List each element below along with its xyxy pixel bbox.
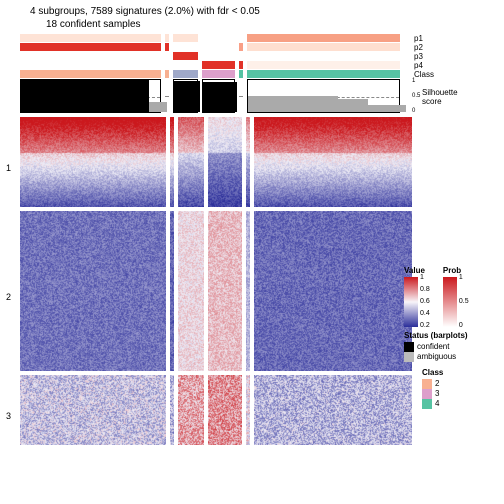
legend-tick: 0.6 [420,298,430,305]
heatmap-group-2 [20,211,400,371]
legend-status-title: Status (barplots) [404,331,500,340]
prob-row-p2 [20,43,400,51]
heatmap-group-1 [20,117,400,207]
legend-tick: 0.2 [420,322,430,329]
title: 4 subgroups, 7589 signatures (2.0%) with… [0,0,504,17]
rowgroup-label-3: 3 [6,411,11,421]
legend-item: 2 [422,379,443,389]
legend: Value10.80.60.40.2Prob10.50Status (barpl… [404,264,500,409]
legend-class-title: Class [422,368,443,377]
legend-item: 3 [422,389,443,399]
subtitle: 18 confident samples [0,17,504,34]
silhouette-label: Silhouette score [422,88,458,106]
silh-tick: 0 [412,108,415,114]
prob-row-p3 [20,52,400,60]
silh-tick: 1 [412,78,415,84]
legend-ramp: 10.80.60.40.2 [404,277,418,327]
legend-tick: 1 [459,274,463,281]
rowgroup-label-2: 2 [6,292,11,302]
heatmap-group-3 [20,375,400,445]
legend-item: confident [404,342,500,352]
legend-tick: 1 [420,274,424,281]
legend-item: ambiguous [404,352,500,362]
silhouette-row [20,79,400,113]
prob-row-p4 [20,61,400,69]
silh-tick: 0.5 [412,93,420,99]
class-label: Class [414,70,434,79]
prob-label-p3: p3 [414,52,423,61]
legend-tick: 0.5 [459,298,469,305]
legend-tick: 0.4 [420,310,430,317]
prob-label-p4: p4 [414,61,423,70]
prob-label-p1: p1 [414,34,423,43]
legend-tick: 0 [459,322,463,329]
legend-tick: 0.8 [420,286,430,293]
prob-row-p1 [20,34,400,42]
class-row [20,70,400,78]
prob-label-p2: p2 [414,43,423,52]
rowgroup-label-1: 1 [6,163,11,173]
legend-ramp: 10.50 [443,277,457,327]
legend-item: 4 [422,399,443,409]
